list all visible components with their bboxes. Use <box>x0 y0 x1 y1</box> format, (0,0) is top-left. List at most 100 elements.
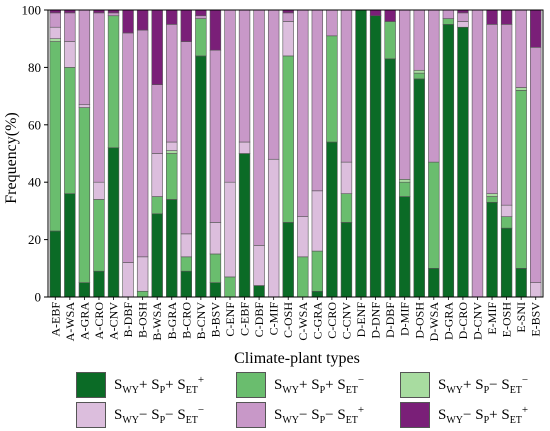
legend-label: SWY+ SP− SET− <box>438 374 529 396</box>
bar-A-CNV-series-5 <box>107 12 120 17</box>
legend-swatch <box>400 372 430 398</box>
legend-item-4: SWY− SP− SET− <box>76 402 204 428</box>
bar-C-WSA-series-5 <box>297 9 309 217</box>
bars-group <box>47 9 544 298</box>
bar-B-BSV-series-5 <box>209 49 222 223</box>
x-tick-label-C-MIF: C-MIF <box>267 302 281 336</box>
x-tick-label-A-CNV: A-CNV <box>107 302 121 340</box>
bar-E-BSV-series-4 <box>530 282 542 298</box>
x-tick-label-B-WSA: B-WSA <box>150 302 164 341</box>
bar-A-WSA-series-4 <box>64 41 76 68</box>
legend-label: SWY− SP+ SET+ <box>438 404 529 426</box>
bar-C-DBF-series-4 <box>253 245 265 286</box>
bar-D-MIF-series-5 <box>398 9 411 180</box>
bar-A-CRO-series-2 <box>93 199 105 272</box>
bar-B-GRA-series-6 <box>166 9 178 25</box>
x-tick-label-E-BSV: E-BSV <box>529 302 543 337</box>
legend-swatch <box>236 402 266 428</box>
x-tick-label-C-ENF: C-ENF <box>223 302 237 337</box>
bar-C-OSH-series-1 <box>282 222 294 298</box>
bar-B-BSV-series-4 <box>209 222 222 255</box>
bar-E-BSV-series-6 <box>530 9 542 48</box>
x-tick-label-D-CNV: D-CNV <box>470 302 484 340</box>
bar-A-CRO-series-1 <box>93 270 105 298</box>
bar-D-OSH-series-5 <box>413 9 425 71</box>
bar-A-EBF-series-1 <box>49 230 61 298</box>
bar-D-GRA-series-2 <box>442 18 455 25</box>
bar-A-EBF-series-5 <box>49 12 61 28</box>
bar-B-BSV-series-6 <box>209 9 222 51</box>
bar-C-GRA-series-4 <box>311 190 324 252</box>
bar-D-DBF-series-2 <box>384 21 396 60</box>
x-tick-label-B-OSH: B-OSH <box>136 302 150 338</box>
x-tick-label-C-CNV: C-CNV <box>339 302 353 340</box>
bar-B-CRO-series-1 <box>180 270 192 298</box>
bar-B-WSA-series-5 <box>151 84 163 154</box>
bar-C-ENF-series-2 <box>224 276 236 298</box>
bar-B-GRA-series-5 <box>166 24 178 143</box>
bar-B-GRA-series-4 <box>166 141 178 151</box>
legend-label: SWY− SP− SET+ <box>274 404 365 426</box>
bar-A-GRA-series-1 <box>78 282 91 298</box>
x-tick-label-D-CRO: D-CRO <box>456 302 470 340</box>
bar-D-MIF-series-2 <box>398 181 411 197</box>
x-tick-label-D-ENF: D-ENF <box>354 302 368 338</box>
bar-D-OSH-series-2 <box>413 72 425 80</box>
x-tick-label-A-CRO: A-CRO <box>92 302 106 340</box>
x-tick-label-D-DNF: D-DNF <box>369 302 383 339</box>
x-tick-label-C-GRA: C-GRA <box>310 302 324 340</box>
bar-D-CRO-series-4 <box>457 21 469 28</box>
y-tick-label: 60 <box>28 117 41 132</box>
bar-C-OSH-series-5 <box>282 12 294 22</box>
x-tick-label-D-WSA: D-WSA <box>427 302 441 342</box>
bar-B-CRO-series-2 <box>180 256 192 272</box>
x-tick-label-E-MIF: E-MIF <box>485 302 499 335</box>
x-tick-label-D-OSH: D-OSH <box>412 302 426 339</box>
bar-C-ENF-series-4 <box>224 181 236 278</box>
legend-item-2: SWY+ SP+ SET− <box>236 372 364 398</box>
bar-B-CNV-series-5 <box>195 15 207 19</box>
legend-label: SWY− SP− SET− <box>114 404 205 426</box>
bar-C-CRO-series-5 <box>326 9 338 37</box>
bar-B-DBF-series-4 <box>122 262 134 298</box>
legend-swatch <box>400 402 430 428</box>
x-tick-label-D-DBF: D-DBF <box>383 302 397 338</box>
bar-D-ENF-series-1 <box>355 9 367 298</box>
bar-E-SNI-series-1 <box>515 267 527 298</box>
bar-C-WSA-series-4 <box>297 216 309 258</box>
bar-D-OSH-series-3 <box>413 69 425 74</box>
bar-E-MIF-series-6 <box>486 9 498 25</box>
bar-D-MIF-series-1 <box>398 196 411 298</box>
bar-C-EBF-series-5 <box>238 9 251 143</box>
bar-E-SNI-series-3 <box>515 87 527 91</box>
bar-B-DBF-series-6 <box>122 9 134 34</box>
y-tick-label: 40 <box>28 175 41 190</box>
bar-C-OSH-series-2 <box>282 55 294 223</box>
bar-D-DNF-series-6 <box>369 9 382 17</box>
bar-C-CNV-series-2 <box>340 193 353 223</box>
bar-E-MIF-series-1 <box>486 201 498 298</box>
bar-A-EBF-series-4 <box>49 26 61 39</box>
bar-E-SNI-series-2 <box>515 90 527 269</box>
bar-E-BSV-series-5 <box>530 47 542 283</box>
legend-label: SWY+ SP+ SET− <box>274 374 365 396</box>
x-tick-label-C-OSH: C-OSH <box>281 302 295 338</box>
bar-C-GRA-series-2 <box>311 250 324 292</box>
legend-item-3: SWY+ SP− SET− <box>400 372 528 398</box>
bar-C-MIF-series-4 <box>267 158 280 298</box>
bar-C-MIF-series-5 <box>267 9 280 160</box>
y-tick-label: 100 <box>22 3 42 18</box>
x-tick-label-A-GRA: A-GRA <box>77 302 91 340</box>
bar-A-CRO-series-5 <box>93 12 105 183</box>
bar-B-DBF-series-5 <box>122 32 134 263</box>
x-tick-label-C-WSA: C-WSA <box>296 302 310 341</box>
y-tick-label: 0 <box>35 290 42 305</box>
bar-B-CRO-series-5 <box>180 41 192 235</box>
x-tick-label-C-CRO: C-CRO <box>325 302 339 339</box>
bar-C-CRO-series-1 <box>326 141 338 298</box>
y-axis: 0 20 40 60 80 100 <box>22 3 48 305</box>
bar-D-WSA-series-2 <box>428 161 440 269</box>
bar-C-DBF-series-1 <box>253 285 265 298</box>
bar-C-EBF-series-1 <box>238 153 251 298</box>
bar-C-CRO-series-2 <box>326 35 338 143</box>
